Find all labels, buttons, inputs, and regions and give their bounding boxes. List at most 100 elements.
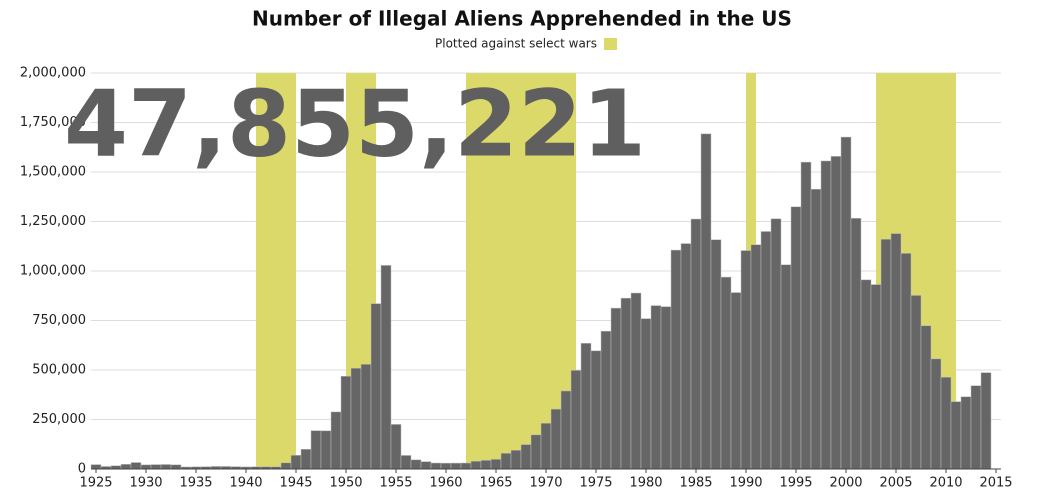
y-tick-label: 500,000 [32,363,86,378]
bar [140,464,152,470]
bar [570,370,582,470]
bar [730,292,742,470]
bar [160,464,172,470]
y-tick-label: 1,250,000 [20,214,86,229]
y-tick-label: 0 [78,462,86,477]
bar [130,462,142,470]
plot-area: 0 250,000 500,000 750,000 1,000,000 1,250,000… [20,66,1013,491]
bar [930,358,942,470]
bar [320,430,332,470]
bar [540,422,552,470]
x-tick-label: 1940 [229,476,262,491]
bar [770,218,782,470]
bar [950,401,962,470]
bar [280,462,292,470]
x-tick-label: 1990 [729,476,762,491]
bar [610,307,622,470]
bar [390,424,402,470]
bar [910,295,922,470]
x-tick-label: 1925 [79,476,112,491]
bar [310,430,322,470]
bar [600,330,612,470]
bar [350,367,362,470]
bar [980,372,992,470]
bar [800,161,812,470]
bar [670,249,682,470]
bar [120,464,132,470]
bar [740,250,752,470]
y-tick-label: 750,000 [32,313,86,328]
bar [290,455,302,470]
war-band [256,73,296,469]
x-tick-label: 1935 [179,476,212,491]
bar [790,206,802,470]
bar [780,264,792,470]
y-tick-label: 1,000,000 [20,264,86,279]
bar [620,297,632,470]
bar [720,276,732,470]
bar [450,462,462,470]
bar [840,136,852,470]
bar [410,459,422,470]
bar [400,455,412,470]
war-band [466,73,576,469]
bar [440,462,452,470]
bar [300,449,312,470]
bar [330,411,342,470]
bar [90,464,102,470]
bar [650,305,662,470]
x-tick-label: 1930 [129,476,162,491]
bar [880,238,892,470]
bar [520,444,532,470]
x-tick-label: 1980 [629,476,662,491]
bar [590,350,602,470]
bar [860,279,872,470]
chart-title: Number of Illegal Aliens Apprehended in … [252,7,792,31]
bar [700,133,712,470]
x-tick-label: 1995 [779,476,812,491]
bar [380,265,392,470]
bar [170,464,182,470]
bar [680,243,692,470]
big-number: 47,855,221 [64,70,646,177]
x-tick-label: 1970 [529,476,562,491]
bar [530,434,542,470]
bar [370,303,382,470]
bar [850,218,862,470]
y-tick-label: 250,000 [32,412,86,427]
bar [460,462,472,470]
bar [710,239,722,470]
y-tick-label: 2,000,000 [20,66,86,81]
bar [150,464,162,470]
bar [920,325,932,470]
bar [470,461,482,470]
legend-label: Plotted against select wars [435,37,597,51]
legend-swatch [604,38,617,50]
bar [760,231,772,470]
x-tick-label: 2005 [879,476,912,491]
bar [820,160,832,470]
x-tick-label: 1945 [279,476,312,491]
bar [660,306,672,470]
bar [490,459,502,470]
bar [510,449,522,470]
bar [430,462,442,470]
bar [420,461,432,470]
bar [970,385,982,470]
bar [900,253,912,470]
y-tick-label: 1,750,000 [20,115,86,130]
bar [940,377,952,470]
bar [340,376,352,470]
bar [640,318,652,470]
bar [480,460,492,470]
bar [690,218,702,470]
x-tick-label: 2000 [829,476,862,491]
x-tick-label: 1985 [679,476,712,491]
bar [870,284,882,470]
bar [580,343,592,470]
x-tick-label: 1950 [329,476,362,491]
bar [810,188,822,470]
bar [550,408,562,470]
y-tick-label: 1,500,000 [20,165,86,180]
